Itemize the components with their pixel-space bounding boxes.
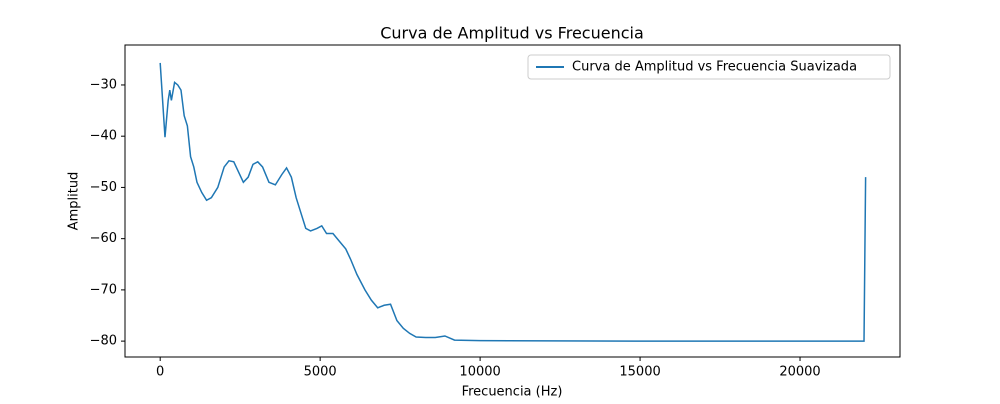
- plot-frame: [124, 44, 901, 358]
- y-tick-label: −30: [90, 77, 117, 92]
- x-tick-label: 20000: [779, 365, 820, 380]
- y-tick-label: −80: [90, 334, 117, 349]
- data-line: [159, 62, 867, 342]
- x-tick-label: 10000: [459, 365, 500, 380]
- y-axis-label: Amplitud: [67, 172, 82, 231]
- chart-title: Curva de Amplitud vs Frecuencia: [380, 24, 644, 43]
- legend-label: Curva de Amplitud vs Frecuencia Suavizad…: [572, 60, 857, 75]
- y-tick-label: −50: [90, 180, 117, 195]
- x-tick-label: 0: [156, 365, 164, 380]
- x-axis-label: Frecuencia (Hz): [462, 385, 563, 400]
- legend-box: [527, 54, 891, 80]
- x-tick-label: 15000: [619, 365, 660, 380]
- y-tick-label: −40: [90, 129, 117, 144]
- x-tick-label: 5000: [304, 365, 337, 380]
- y-tick-label: −70: [90, 282, 117, 297]
- y-tick-label: −60: [90, 231, 117, 246]
